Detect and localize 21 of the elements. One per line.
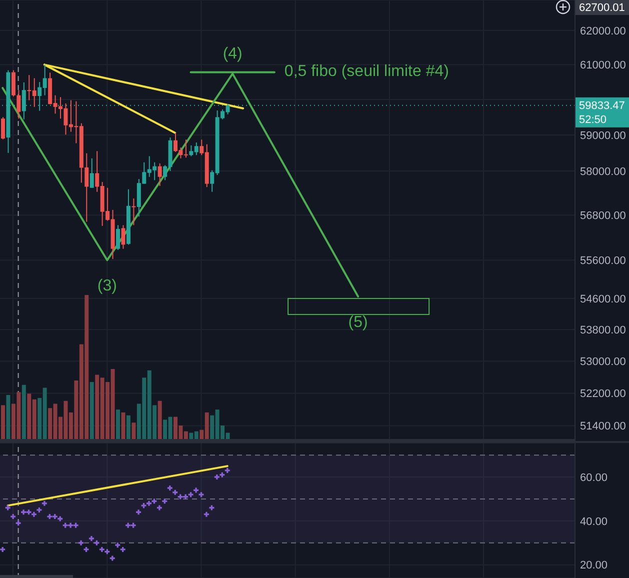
y-tick-label: 20.00 xyxy=(580,560,608,572)
y-tick-label: 55600.00 xyxy=(580,255,626,268)
y-tick-label: 60.00 xyxy=(580,472,608,484)
annotation: 0,5 fibo (seuil limite #4) xyxy=(284,62,449,80)
y-tick-label: 59000.00 xyxy=(580,130,626,142)
y-tick-label: 51400.00 xyxy=(580,420,626,433)
annotation: (4) xyxy=(222,45,242,62)
y-tick-label: 52200.00 xyxy=(580,388,626,400)
ref-line-label: 59833.47 xyxy=(579,100,625,112)
y-tick-label: 53800.00 xyxy=(580,324,626,336)
y-tick-label: 58000.00 xyxy=(580,166,626,178)
annotation: (5) xyxy=(348,314,368,332)
y-tick-label: 54600.00 xyxy=(580,293,626,306)
y-tick-label: 62000.00 xyxy=(580,25,626,38)
y-tick-label: 61000.00 xyxy=(580,60,626,72)
text: 52:50 xyxy=(579,114,607,126)
annotation: (3) xyxy=(97,278,117,295)
y-tick-label: 56800.00 xyxy=(580,210,626,222)
y-tick-label: 40.00 xyxy=(580,516,608,528)
text: 62700.01 xyxy=(579,2,625,14)
y-tick-label: 53000.00 xyxy=(580,356,626,368)
